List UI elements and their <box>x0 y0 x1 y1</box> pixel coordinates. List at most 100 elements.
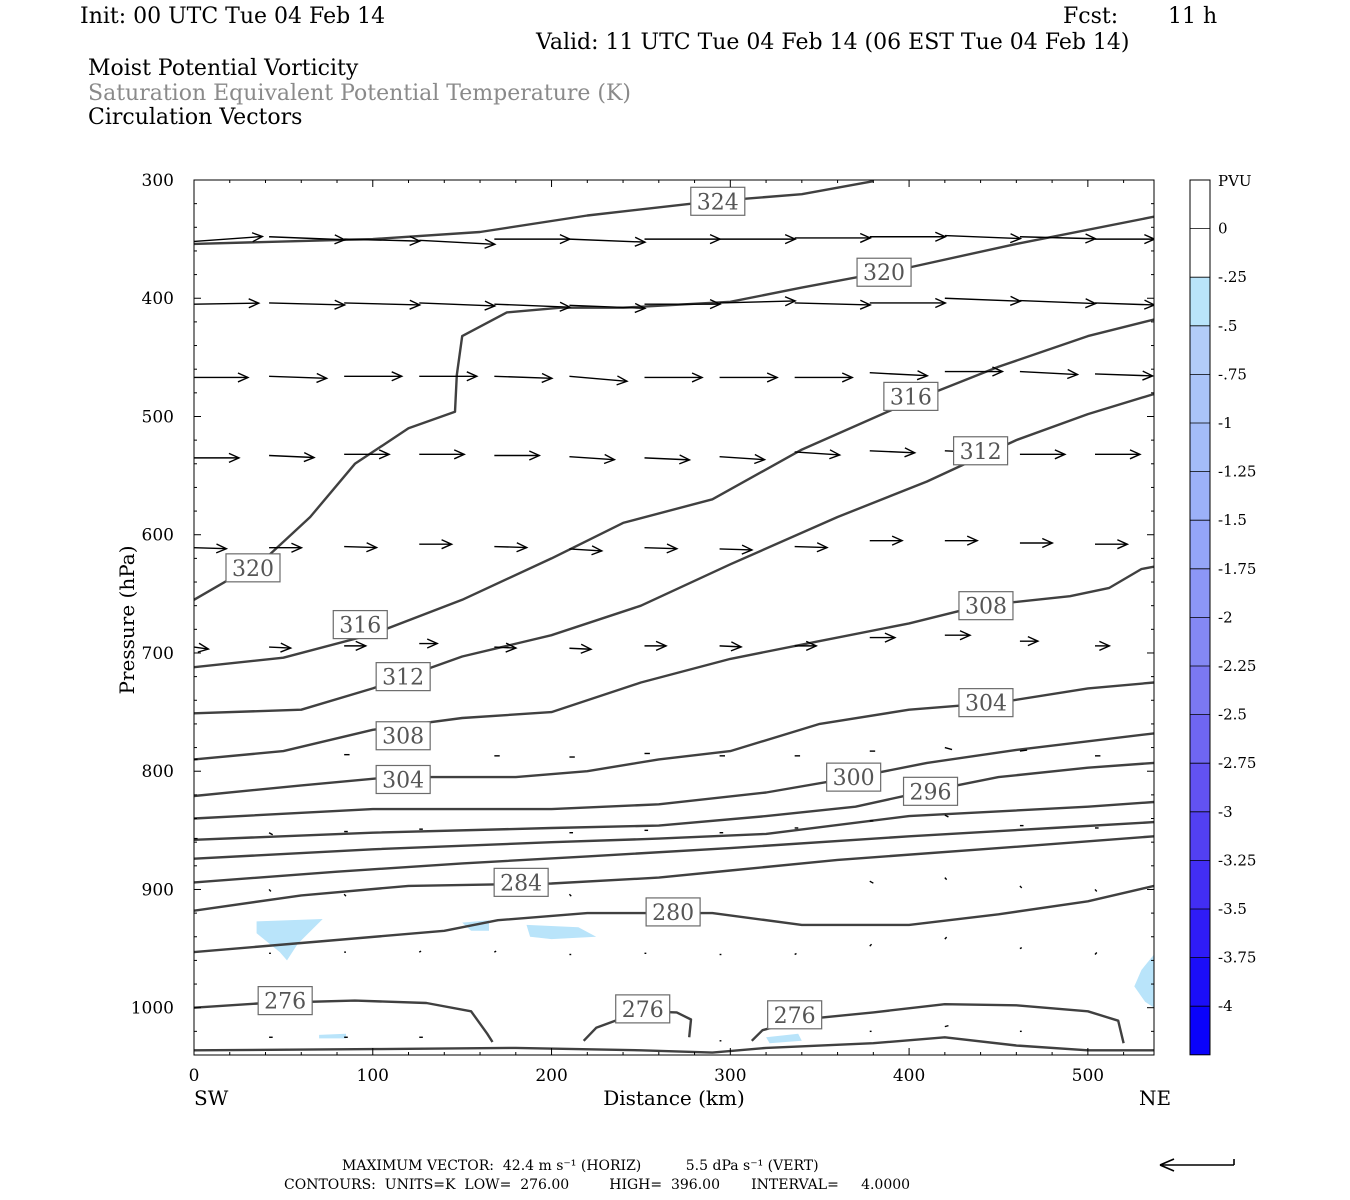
circulation-vector <box>794 640 818 652</box>
circulation-vector <box>568 893 572 897</box>
vector-shaft <box>719 548 753 551</box>
contour-label-text: 280 <box>652 901 694 926</box>
forecast-hour-label: Fcst: <box>1063 4 1119 29</box>
vector-head <box>959 630 972 641</box>
vector-shaft <box>869 450 915 454</box>
colorbar-swatch <box>1190 568 1210 618</box>
circulation-vector <box>344 371 404 382</box>
vector-head <box>1142 370 1154 381</box>
contour-label-308: 308 <box>958 591 1014 621</box>
vector-shaft <box>944 1024 949 1028</box>
theta-es-contour-288 <box>194 820 1154 884</box>
contour-label-box <box>902 776 959 806</box>
vector-shaft <box>944 234 1021 240</box>
contour-label-284: 284 <box>493 867 549 897</box>
circulation-vector <box>644 543 679 554</box>
circulation-vector <box>344 449 391 460</box>
circulation-vector <box>344 640 368 652</box>
vector-shaft <box>494 545 527 549</box>
vector-shaft <box>944 877 948 881</box>
vector-shaft <box>794 302 871 306</box>
vector-head <box>409 235 422 246</box>
circulation-vector <box>194 452 241 463</box>
circulation-vector <box>1095 640 1112 652</box>
vector-shaft <box>269 236 345 241</box>
vector-head <box>859 232 872 244</box>
colorbar-swatch <box>1190 228 1210 278</box>
colorbar-level-label: -1.25 <box>1218 463 1256 481</box>
vector-head <box>541 372 554 384</box>
y-axis-label: Pressure (hPa) <box>115 546 139 695</box>
vector-shaft <box>494 375 552 379</box>
colorbar-level-label: -1.5 <box>1218 511 1247 529</box>
circulation-vector <box>944 1024 949 1028</box>
circulation-vector <box>268 888 272 892</box>
colorbar-swatch <box>1190 811 1210 861</box>
circulation-vector <box>419 300 497 311</box>
contour-label-box <box>257 986 313 1016</box>
circulation-vector <box>869 880 874 884</box>
circulation-vector <box>419 449 466 460</box>
vector-shaft <box>794 545 828 549</box>
colorbar-swatch <box>1190 617 1210 666</box>
vector-shaft <box>1094 373 1153 377</box>
vector-shaft <box>269 646 291 649</box>
colorbar-swatch <box>1190 325 1210 375</box>
vector-head <box>616 375 629 386</box>
circulation-vector <box>569 236 647 247</box>
x-right-end-label: NE <box>1139 1086 1171 1110</box>
circulation-vector <box>1019 749 1028 752</box>
circulation-vector <box>794 542 829 553</box>
colorbar-swatch <box>1190 763 1210 812</box>
circulation-vector <box>419 371 479 382</box>
vector-head <box>591 545 604 556</box>
circulation-vector <box>494 372 554 384</box>
y-tick-label: 400 <box>142 289 174 309</box>
circulation-vector <box>644 640 668 652</box>
colorbar-level-label: -2 <box>1218 608 1233 626</box>
vector-shaft <box>1019 299 1096 305</box>
vector-head <box>248 298 261 309</box>
circulation-vector <box>794 232 872 244</box>
circulation-vector <box>1095 449 1142 460</box>
circulation-vector <box>869 943 873 947</box>
vector-shaft <box>569 238 646 243</box>
circulation-vector <box>419 638 439 649</box>
vector-shaft <box>268 832 274 836</box>
vector-shaft <box>344 302 420 306</box>
circulation-vector <box>794 299 872 310</box>
circulation-vector <box>494 642 518 653</box>
contour-label-text: 316 <box>339 614 381 639</box>
circulation-vector <box>1094 370 1154 381</box>
contour-label-296: 296 <box>902 776 959 806</box>
vector-shaft <box>794 952 797 956</box>
vector-head <box>291 542 304 553</box>
theta-es-contour-292 <box>194 800 1154 860</box>
vector-head <box>816 542 829 553</box>
circulation-vector <box>419 238 497 249</box>
circulation-vector <box>1094 888 1098 892</box>
theta-es-contour-284 <box>194 835 1154 912</box>
vector-head <box>859 299 872 310</box>
vector-head <box>841 372 854 383</box>
vector-head <box>784 296 797 307</box>
vector-shaft <box>418 950 422 953</box>
plot-frame <box>193 179 1155 1056</box>
circulation-vector <box>494 542 529 553</box>
vector-head <box>1009 233 1023 244</box>
vector-shaft <box>719 300 796 304</box>
pv-fill-region <box>766 1033 802 1044</box>
contour-label-box <box>615 994 671 1024</box>
vector-head <box>741 544 754 555</box>
vector-head <box>1041 537 1055 549</box>
field-title-vectors: Circulation Vectors <box>88 105 303 130</box>
forecast-hour-value: 11 h <box>1168 4 1218 29</box>
circulation-vector <box>343 893 347 897</box>
vector-head <box>303 451 316 463</box>
x-tick-label: 300 <box>714 1066 746 1086</box>
contour-label-312: 312 <box>952 436 1009 466</box>
circulation-vector <box>269 451 316 463</box>
vector-head <box>891 535 904 546</box>
contour-label-276: 276 <box>257 986 313 1016</box>
contour-label-276: 276 <box>615 994 671 1024</box>
